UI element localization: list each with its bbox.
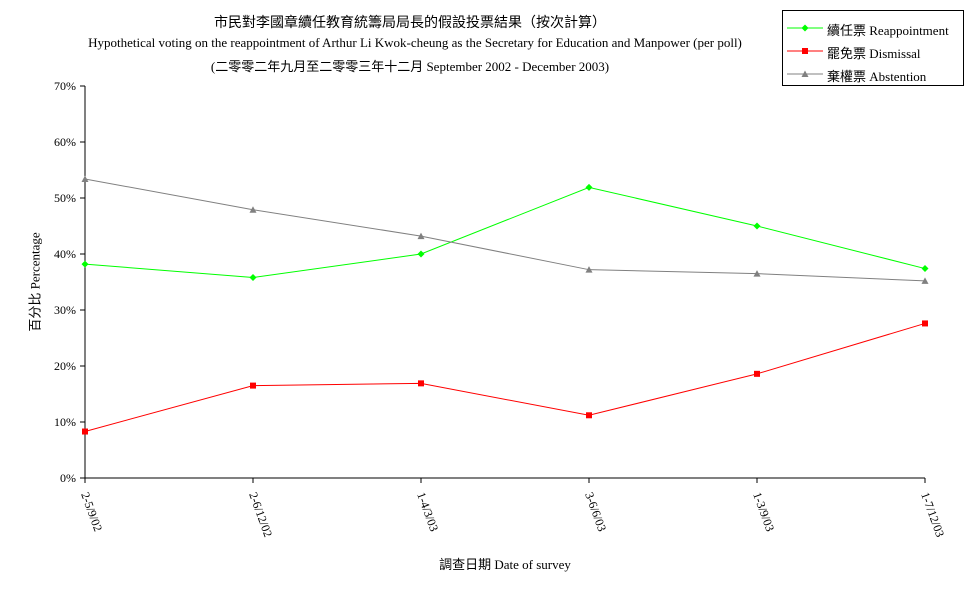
data-point-reappointment — [249, 274, 257, 282]
data-point-dismissal — [754, 370, 760, 377]
data-point-dismissal — [922, 320, 928, 327]
legend-marker-dismissal — [787, 48, 823, 54]
y-tick-label: 40% — [54, 247, 76, 261]
legend-item-dismissal: 罷免票 Dismissal — [787, 42, 963, 61]
data-point-reappointment — [585, 183, 593, 191]
y-tick-label: 50% — [54, 191, 76, 205]
x-tick-label: 2-5/9/02 — [78, 490, 105, 533]
data-point-dismissal — [82, 428, 88, 435]
series-line-abstention — [84, 178, 926, 282]
y-tick-label: 0% — [60, 471, 76, 485]
chart-subtitle: Hypothetical voting on the reappointment… — [88, 35, 742, 50]
legend-label-reappointment: 續任票 Reappointment — [827, 23, 949, 38]
y-tick-label: 10% — [54, 415, 76, 429]
data-point-reappointment — [921, 265, 929, 273]
data-point-dismissal — [586, 412, 592, 419]
legend-item-reappointment: 續任票 Reappointment — [787, 19, 963, 38]
series-layer — [81, 175, 929, 435]
chart-subtitle-period: (二零零二年九月至二零零三年十二月 September 2002 - Decem… — [210, 59, 610, 74]
x-tick-label: 2-6/12/02 — [246, 490, 275, 539]
x-tick-label: 1-7/12/03 — [918, 490, 947, 539]
legend: 續任票 Reappointment 罷免票 Dismissal 棄權票 Abst… — [782, 10, 964, 86]
y-tick-label: 30% — [54, 303, 76, 317]
x-axis-label: 調查日期 Date of survey — [439, 557, 571, 572]
data-point-reappointment — [417, 250, 425, 258]
data-point-abstention — [417, 232, 425, 240]
data-point-dismissal — [250, 382, 256, 389]
y-tick-label: 60% — [54, 135, 76, 149]
data-point-abstention — [921, 277, 929, 284]
chart-title: 市民對李國章續任教育統籌局局長的假設投票結果（按次計算） — [214, 16, 606, 31]
legend-label-abstention: 棄權票 Abstention — [827, 69, 927, 84]
data-point-reappointment — [753, 222, 761, 230]
legend-label-dismissal: 罷免票 Dismissal — [827, 46, 921, 61]
x-tick-label: 1-4/3/03 — [414, 490, 441, 533]
y-tick-label: 70% — [54, 79, 76, 93]
data-point-abstention — [249, 206, 257, 213]
series-line-reappointment — [84, 186, 926, 279]
y-axis-label: 百分比 Percentage — [27, 232, 43, 332]
series-line-dismissal — [84, 322, 926, 433]
y-tick-label: 20% — [54, 359, 76, 373]
legend-marker-reappointment — [787, 24, 823, 32]
legend-item-abstention: 棄權票 Abstention — [787, 65, 963, 84]
data-point-abstention — [753, 270, 761, 277]
x-tick-label: 1-3/9/03 — [750, 490, 777, 533]
x-tick-label: 3-6/6/03 — [582, 490, 609, 533]
data-point-dismissal — [418, 380, 424, 387]
legend-marker-abstention — [787, 70, 823, 77]
data-point-reappointment — [81, 260, 89, 268]
axes: 0% 10% 20% 30% 40% 50% 60% 70% 2-5/9/02 2-6/12/02… — [54, 79, 947, 539]
data-point-abstention — [585, 266, 593, 273]
data-point-abstention — [81, 175, 89, 182]
